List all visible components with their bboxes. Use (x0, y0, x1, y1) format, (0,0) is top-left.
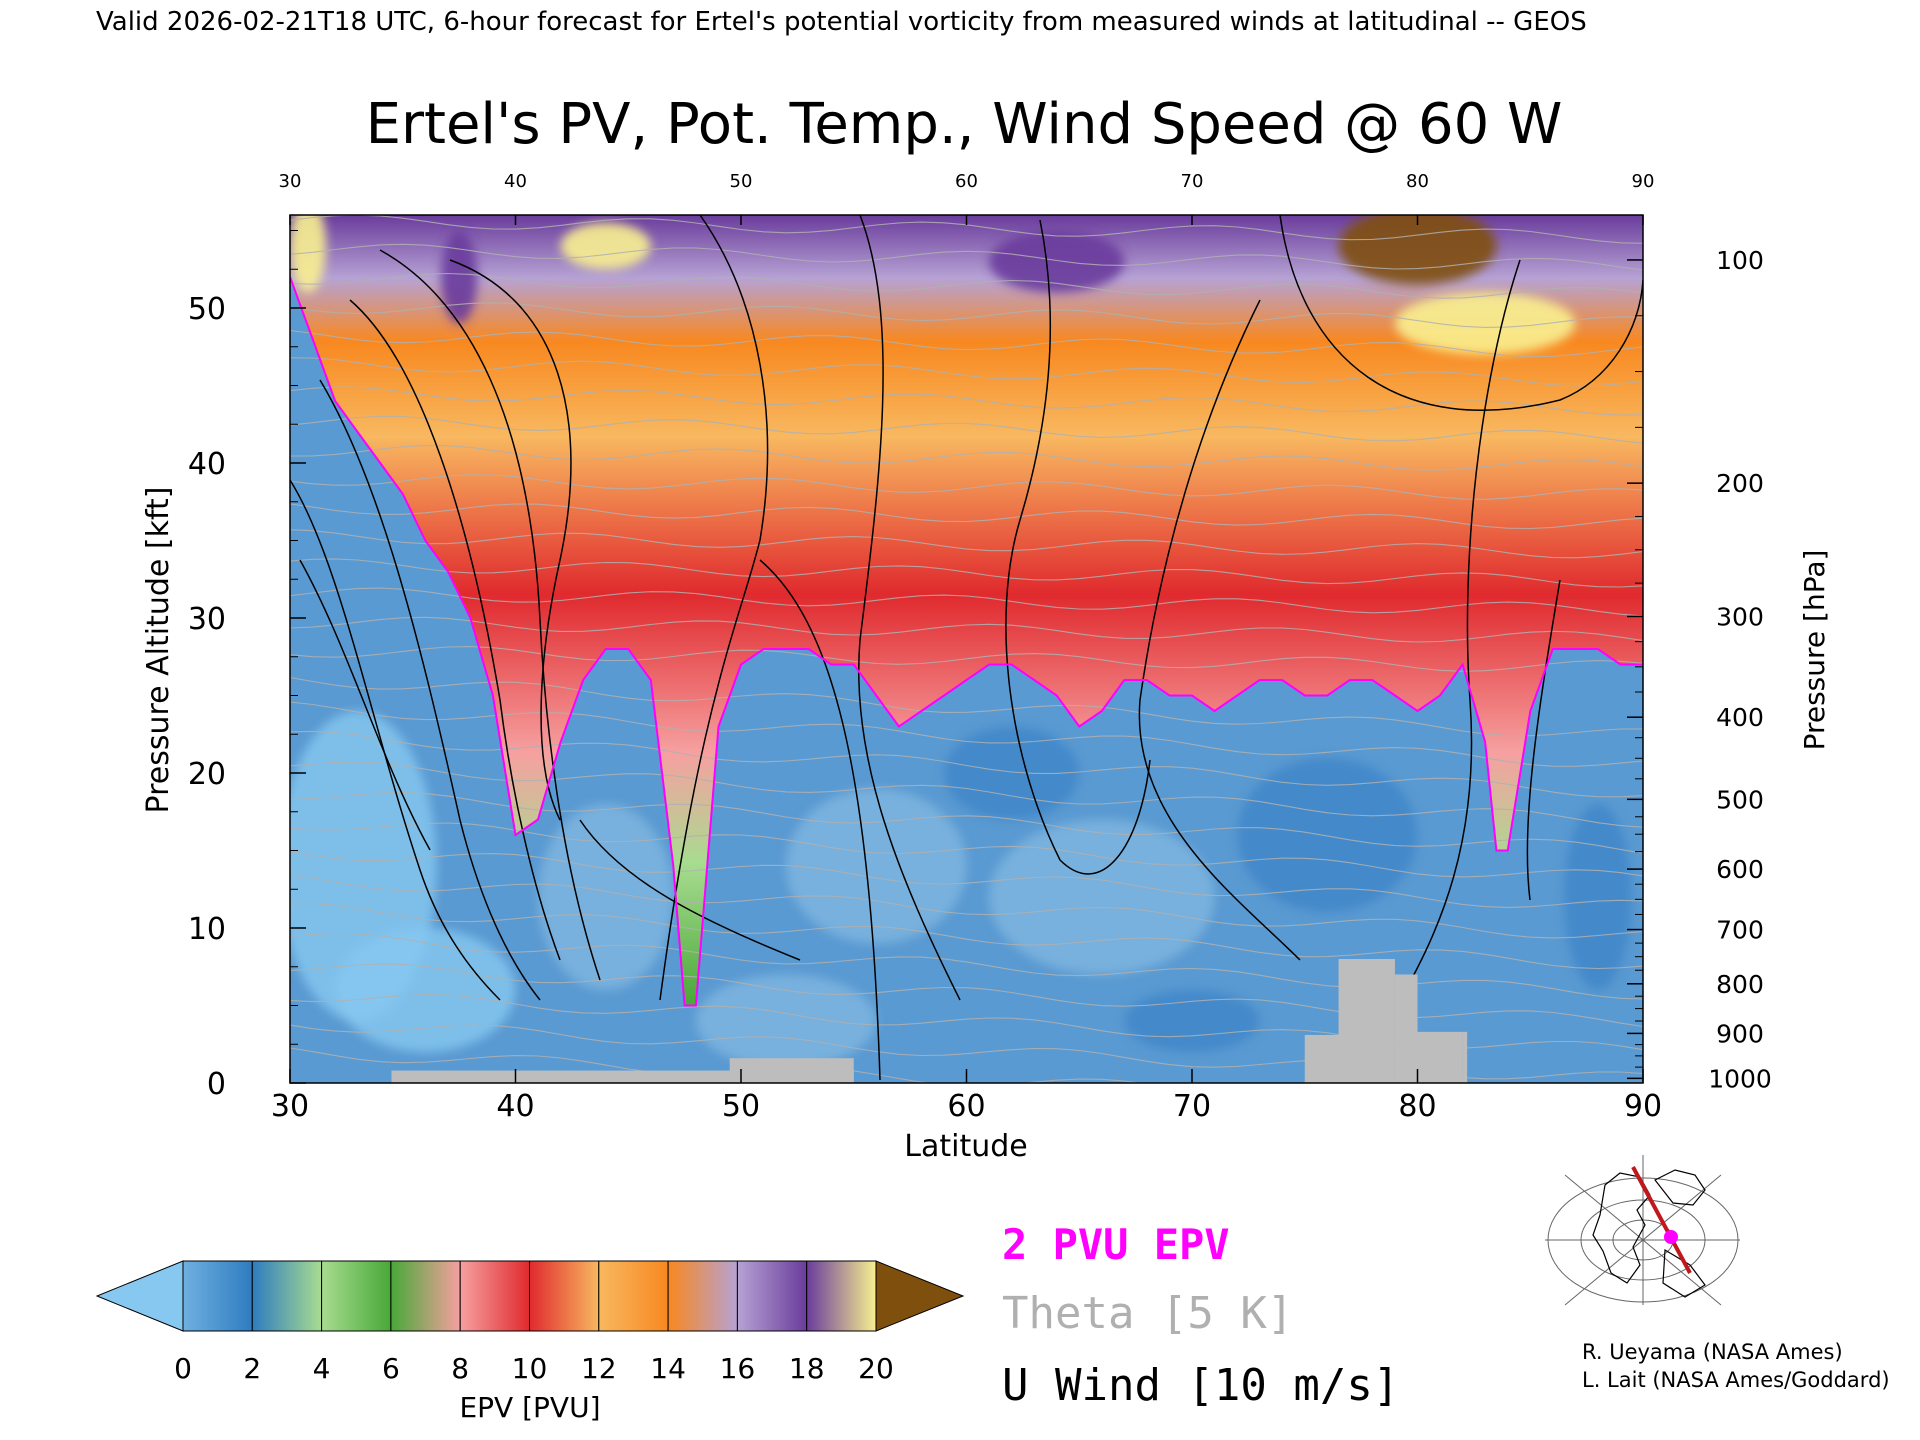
colorbar-label: EPV [PVU] (459, 1391, 600, 1424)
y-tick-label: 20 (188, 757, 226, 792)
pressure-tick-label: 400 (1716, 703, 1764, 732)
pressure-tick-label: 1000 (1708, 1064, 1772, 1093)
colorbar-segment (390, 1260, 461, 1332)
x-top-tick-label: 40 (504, 171, 527, 192)
x-tick-label: 90 (1624, 1089, 1662, 1124)
x-axis-top: 30 40 50 60 70 80 90 (279, 171, 1655, 225)
colorbar-under-arrow (95, 1260, 184, 1332)
legend-u-wind: U Wind [10 m/s] (1002, 1360, 1400, 1411)
x-top-tick-label: 30 (279, 171, 302, 192)
colorbar-segment (806, 1260, 877, 1332)
colorbar: 0 2 4 6 8 10 12 14 16 18 20 (95, 1260, 965, 1385)
credit-line-1: R. Ueyama (NASA Ames) (1582, 1340, 1843, 1364)
x-top-tick-label: 80 (1406, 171, 1429, 192)
plot-area (290, 215, 1643, 1083)
pressure-axis-label: Pressure [hPa] (1798, 550, 1831, 751)
chart-title: Ertel's PV, Pot. Temp., Wind Speed @ 60 … (366, 92, 1563, 157)
colorbar-segment (321, 1260, 392, 1332)
colorbar-tick-label: 6 (382, 1352, 400, 1385)
pressure-axis-right: 100 200 300 400 500 600 700 800 900 1000 (1627, 246, 1772, 1093)
legend-theta: Theta [5 K] (1002, 1288, 1294, 1339)
pressure-tick-label: 200 (1716, 469, 1764, 498)
cross-section-marker (1664, 1230, 1678, 1244)
y-axis-label: Pressure Altitude [kft] (141, 487, 176, 814)
pressure-tick-label: 800 (1716, 970, 1764, 999)
troposphere-patches (290, 711, 1632, 1068)
valid-time-header: Valid 2026-02-21T18 UTC, 6-hour forecast… (96, 7, 1587, 37)
colorbar-segment (736, 1260, 808, 1332)
y-tick-label: 50 (188, 292, 226, 327)
x-tick-label: 50 (722, 1089, 760, 1124)
colorbar-segment (459, 1260, 531, 1332)
stratosphere-patches (290, 215, 1576, 355)
colorbar-tick-label: 4 (313, 1352, 331, 1385)
pressure-tick-label: 900 (1716, 1019, 1764, 1048)
x-top-tick-label: 90 (1632, 171, 1655, 192)
y-tick-label: 10 (188, 912, 226, 947)
colorbar-segment (251, 1260, 323, 1332)
colorbar-segment (667, 1260, 738, 1332)
x-tick-label: 60 (947, 1089, 985, 1124)
credit-line-2: L. Lait (NASA Ames/Goddard) (1582, 1368, 1890, 1392)
stratosphere-fill (290, 215, 1643, 1006)
y-tick-label: 0 (207, 1067, 226, 1102)
colorbar-tick-label: 10 (512, 1352, 548, 1385)
x-top-tick-label: 50 (730, 171, 753, 192)
colorbar-tick-label: 2 (243, 1352, 261, 1385)
pressure-tick-label: 700 (1716, 916, 1764, 945)
pressure-tick-label: 300 (1716, 602, 1764, 631)
colorbar-tick-label: 8 (451, 1352, 469, 1385)
x-axis-bottom: 30 40 50 60 70 80 90 (271, 1069, 1662, 1124)
topography (391, 959, 1468, 1083)
colorbar-tick-label: 14 (650, 1352, 686, 1385)
inset-map (1545, 1155, 1740, 1306)
colorbar-tick-label: 12 (581, 1352, 617, 1385)
two-pvu-contour (290, 276, 1643, 1007)
x-tick-label: 80 (1398, 1089, 1436, 1124)
colorbar-over-arrow (875, 1260, 965, 1332)
theta-contours (290, 215, 1643, 1083)
colorbar-tick-label: 18 (789, 1352, 825, 1385)
x-tick-label: 40 (496, 1089, 534, 1124)
colorbar-tick-label: 16 (720, 1352, 756, 1385)
colorbar-tick-label: 20 (858, 1352, 894, 1385)
colorbar-tick-label: 0 (174, 1352, 192, 1385)
x-top-tick-label: 70 (1181, 171, 1204, 192)
x-top-tick-label: 60 (955, 171, 978, 192)
legend-2pvu: 2 PVU EPV (1002, 1220, 1230, 1269)
cross-section-line (1631, 1166, 1692, 1274)
x-tick-label: 70 (1173, 1089, 1211, 1124)
colorbar-segment (529, 1260, 600, 1332)
pressure-tick-label: 100 (1716, 246, 1764, 275)
u-wind-contours (290, 215, 1643, 1081)
y-axis-left: 0 10 20 30 40 50 (188, 230, 306, 1102)
pressure-tick-label: 500 (1716, 785, 1764, 814)
x-tick-label: 30 (271, 1089, 309, 1124)
y-tick-label: 30 (188, 602, 226, 637)
y-tick-label: 40 (188, 447, 226, 482)
colorbar-segment (598, 1260, 669, 1332)
colorbar-segment (182, 1260, 253, 1332)
pressure-tick-label: 600 (1716, 855, 1764, 884)
x-axis-label: Latitude (904, 1129, 1027, 1164)
